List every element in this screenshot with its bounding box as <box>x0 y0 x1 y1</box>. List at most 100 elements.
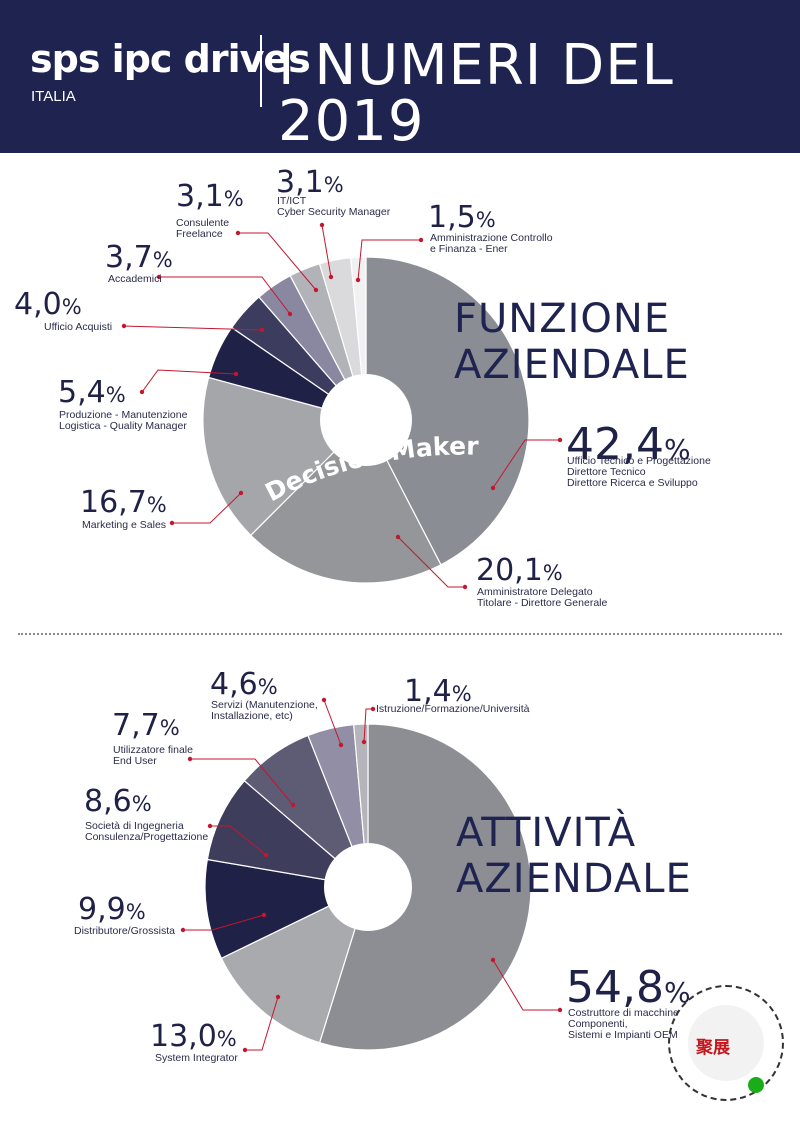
chart1-leader-0-dot-0 <box>490 485 496 491</box>
chart1-leader-8-dot-0 <box>355 277 361 283</box>
chart2-leader-1 <box>245 996 279 1051</box>
qr-logo: 聚展 <box>696 1038 730 1057</box>
chart1-leader-6 <box>238 232 317 291</box>
chart2-leader-3-dot-0 <box>263 852 269 858</box>
chart2-leader-4-dot-0 <box>290 802 296 808</box>
chart1-leader-3-dot-0 <box>233 371 239 377</box>
chart1-leader-3 <box>141 369 237 393</box>
chart2-label-3: Società di Ingegneria Consulenza/Progett… <box>85 820 209 843</box>
chart1-leader-2-dot-1 <box>169 520 175 526</box>
chart2-leader-6-dot-1 <box>370 706 376 712</box>
chart2-leader-0-dot-0 <box>490 957 496 963</box>
chart1-leader-5-dot-1 <box>156 274 162 280</box>
qr-center <box>688 1005 764 1081</box>
section-divider <box>18 633 782 635</box>
chart1-label-6: Consulente Freelance <box>176 217 230 240</box>
chart1-leader-2-dot-0 <box>238 490 244 496</box>
chart1-leader-0-dot-1 <box>557 437 563 443</box>
chart2-leader-6 <box>363 708 373 743</box>
qr-code-watermark: 聚展 <box>668 985 784 1101</box>
chart1-title: FUNZIONE AZIENDALE <box>454 296 690 388</box>
chart1-label-8: Amministrazione Controllo e Finanza - En… <box>430 232 553 255</box>
chart1-leader-5-dot-0 <box>287 311 293 317</box>
chart1-slice-1 <box>249 418 442 584</box>
chart1-donut-hole <box>320 374 412 466</box>
chart2-slice-1 <box>220 885 369 1044</box>
chart2-donut-hole <box>324 843 412 931</box>
chart1-value-2: 16,7% <box>80 485 167 520</box>
chart2-leader-0 <box>492 959 560 1011</box>
chart1-leader-1-dot-0 <box>395 534 401 540</box>
chart2-label-1: System Integrator <box>155 1052 238 1064</box>
chart2-label-5: Servizi (Manutenzione, Installazione, et… <box>211 699 318 722</box>
chart2-value-3: 8,6% <box>84 784 152 819</box>
chart2-value-5: 4,6% <box>210 667 278 702</box>
chart2-slice-0 <box>318 723 532 1051</box>
chart1-value-5: 3,7% <box>105 240 173 275</box>
chart1-value-3: 5,4% <box>58 375 126 410</box>
chart2-leader-6-dot-0 <box>361 739 367 745</box>
chart2-value-4: 7,7% <box>112 708 180 743</box>
chart2-value-0: 54,8% <box>566 962 691 1013</box>
chart2-leader-5 <box>323 699 342 746</box>
chart2-leader-0-dot-1 <box>557 1007 563 1013</box>
chart2-label-2: Distributore/Grossista <box>74 925 175 937</box>
wechat-icon <box>748 1077 764 1093</box>
chart1-leader-7-dot-1 <box>319 222 325 228</box>
chart1-label-7: IT/ICT Cyber Security Manager <box>277 195 391 218</box>
chart1-value-6: 3,1% <box>176 179 244 214</box>
chart2-leader-4-dot-1 <box>187 756 193 762</box>
chart1-leader-7 <box>321 224 332 278</box>
chart2-label-0: Costruttore di macchine Componenti, Sist… <box>568 1007 679 1041</box>
chart1-label-2: Marketing e Sales <box>82 519 167 531</box>
chart2-leader-5-dot-1 <box>321 697 327 703</box>
chart2-leader-1-dot-0 <box>275 994 281 1000</box>
chart1-leader-2 <box>172 492 242 524</box>
chart1-value-1: 20,1% <box>476 553 563 588</box>
chart2-value-6: 1,4% <box>404 674 472 709</box>
brand-country: ITALIA <box>31 88 76 105</box>
chart1-leader-8-dot-1 <box>418 237 424 243</box>
chart1-value-0: 42,4% <box>566 419 691 470</box>
brand-logo: sps ipc drives <box>30 37 311 81</box>
chart1-label-5: Accademici <box>108 273 162 285</box>
chart1-label-0: Ufficio Tecnico e Progettazione Direttor… <box>567 455 711 489</box>
chart1-leader-8 <box>357 239 421 281</box>
chart1-leader-6-dot-0 <box>313 287 319 293</box>
chart2-label-4: Utilizzatore finale End User <box>113 744 193 767</box>
chart1-leader-4 <box>123 325 263 331</box>
chart1-leader-7-dot-0 <box>328 274 334 280</box>
chart2-leader-3-dot-1 <box>207 823 213 829</box>
chart1-value-4: 4,0% <box>14 287 82 322</box>
chart1-leader-3-dot-1 <box>139 389 145 395</box>
page-title: I NUMERI DEL 2019 <box>278 33 674 154</box>
chart1-leader-6-dot-1 <box>235 230 241 236</box>
chart2-leader-4 <box>190 758 294 806</box>
chart2-value-2: 9,9% <box>78 892 146 927</box>
chart1-value-7: 3,1% <box>276 165 344 200</box>
chart2-title: ATTIVITÀ AZIENDALE <box>456 810 692 902</box>
chart1-slice-0 <box>365 256 530 566</box>
chart2-leader-5-dot-0 <box>338 742 344 748</box>
chart1-label-4: Ufficio Acquisti <box>44 321 113 333</box>
chart1-leader-0 <box>492 439 560 489</box>
chart1-leader-4-dot-1 <box>121 323 127 329</box>
chart1-label-3: Produzione - Manutenzione Logistica - Qu… <box>59 409 188 432</box>
chart1-leader-1 <box>397 536 465 588</box>
header-banner: sps ipc drives ITALIA I NUMERI DEL 2019 <box>0 0 800 153</box>
chart2-label-6: Istruzione/Formazione/Università <box>376 703 530 715</box>
chart1-leader-5 <box>159 276 291 315</box>
header-divider <box>260 35 262 107</box>
chart2-leader-2 <box>183 914 265 931</box>
chart1-label-1: Amministratore Delegato Titolare - Diret… <box>477 586 608 609</box>
chart2-leader-3 <box>210 825 267 856</box>
chart1-value-8: 1,5% <box>428 200 496 235</box>
chart2-slice-3 <box>206 779 371 888</box>
chart2-value-1: 13,0% <box>150 1019 237 1054</box>
chart2-leader-1-dot-1 <box>242 1047 248 1053</box>
chart1-leader-4-dot-0 <box>259 327 265 333</box>
chart2-leader-2-dot-0 <box>261 912 267 918</box>
chart1-leader-1-dot-1 <box>462 584 468 590</box>
chart2-leader-2-dot-1 <box>180 927 186 933</box>
